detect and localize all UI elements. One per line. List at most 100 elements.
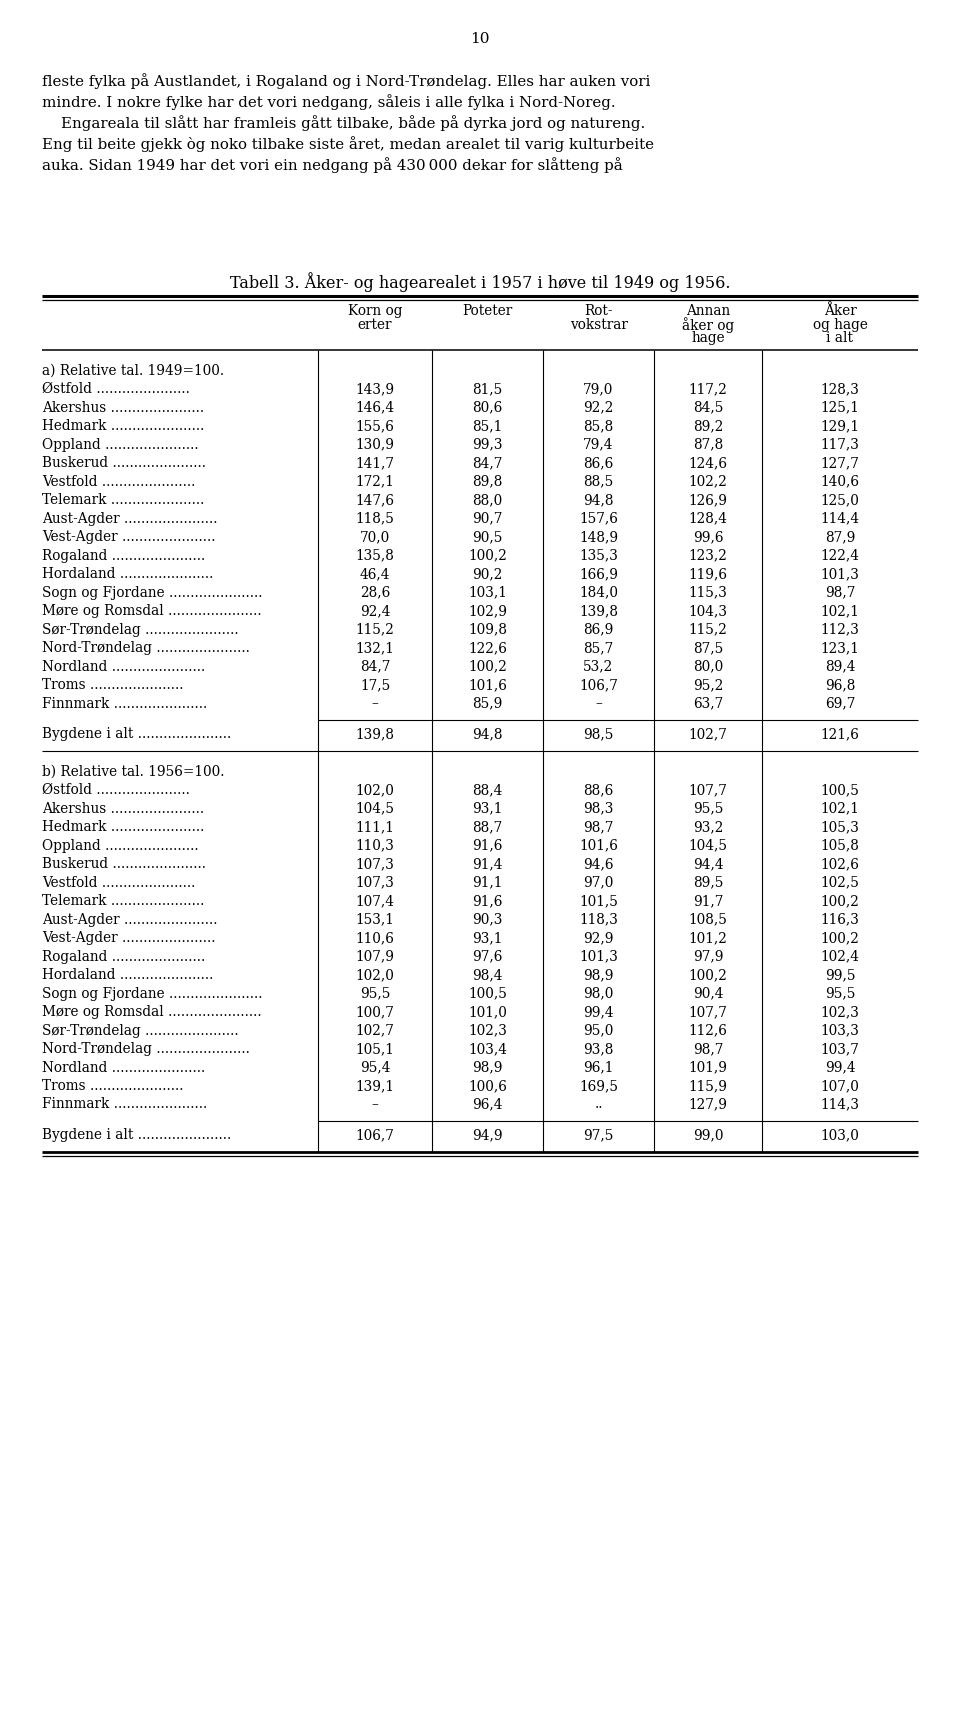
Text: 115,2: 115,2 xyxy=(688,623,728,636)
Text: 101,0: 101,0 xyxy=(468,1004,507,1020)
Text: Finnmark ......................: Finnmark ...................... xyxy=(42,696,207,710)
Text: 70,0: 70,0 xyxy=(360,530,390,544)
Text: 98,4: 98,4 xyxy=(472,968,503,982)
Text: 91,7: 91,7 xyxy=(693,895,723,909)
Text: 90,5: 90,5 xyxy=(472,530,503,544)
Text: 114,4: 114,4 xyxy=(821,512,859,525)
Text: 100,5: 100,5 xyxy=(821,784,859,797)
Text: Sør-Trøndelag ......................: Sør-Trøndelag ...................... xyxy=(42,623,239,636)
Text: –: – xyxy=(372,1097,378,1112)
Text: 96,1: 96,1 xyxy=(584,1061,613,1075)
Text: Aust-Agder ......................: Aust-Agder ...................... xyxy=(42,512,218,525)
Text: 91,1: 91,1 xyxy=(472,876,503,890)
Text: Buskerud ......................: Buskerud ...................... xyxy=(42,457,206,471)
Text: Akershus ......................: Akershus ...................... xyxy=(42,400,204,414)
Text: 106,7: 106,7 xyxy=(579,678,618,691)
Text: 101,5: 101,5 xyxy=(579,895,618,909)
Text: 69,7: 69,7 xyxy=(825,696,855,710)
Text: Sogn og Fjordane ......................: Sogn og Fjordane ...................... xyxy=(42,585,262,599)
Text: 93,2: 93,2 xyxy=(693,820,723,833)
Text: 132,1: 132,1 xyxy=(355,642,395,655)
Text: 98,5: 98,5 xyxy=(584,727,613,741)
Text: Telemark ......................: Telemark ...................... xyxy=(42,895,204,909)
Text: 90,4: 90,4 xyxy=(693,987,723,1001)
Text: 95,5: 95,5 xyxy=(825,987,855,1001)
Text: 122,4: 122,4 xyxy=(821,549,859,563)
Text: Vestfold ......................: Vestfold ...................... xyxy=(42,876,196,890)
Text: 107,3: 107,3 xyxy=(355,857,395,871)
Text: 90,3: 90,3 xyxy=(472,912,503,926)
Text: 141,7: 141,7 xyxy=(355,457,395,471)
Text: 81,5: 81,5 xyxy=(472,382,503,395)
Text: 169,5: 169,5 xyxy=(579,1080,618,1093)
Text: Møre og Romsdal ......................: Møre og Romsdal ...................... xyxy=(42,1004,262,1020)
Text: 118,5: 118,5 xyxy=(355,512,395,525)
Text: vokstrar: vokstrar xyxy=(569,318,628,332)
Text: Finnmark ......................: Finnmark ...................... xyxy=(42,1097,207,1112)
Text: Rot-: Rot- xyxy=(585,305,612,318)
Text: Rogaland ......................: Rogaland ...................... xyxy=(42,950,205,963)
Text: 102,3: 102,3 xyxy=(821,1004,859,1020)
Text: 108,5: 108,5 xyxy=(688,912,728,926)
Text: 88,4: 88,4 xyxy=(472,784,503,797)
Text: hage: hage xyxy=(691,330,725,346)
Text: 146,4: 146,4 xyxy=(355,400,395,414)
Text: 102,2: 102,2 xyxy=(688,474,728,489)
Text: 121,6: 121,6 xyxy=(821,727,859,741)
Text: 102,1: 102,1 xyxy=(821,801,859,816)
Text: 86,9: 86,9 xyxy=(584,623,613,636)
Text: 139,8: 139,8 xyxy=(579,604,618,618)
Text: 94,6: 94,6 xyxy=(584,857,613,871)
Text: 124,6: 124,6 xyxy=(688,457,728,471)
Text: Bygdene i alt ......................: Bygdene i alt ...................... xyxy=(42,1128,231,1141)
Text: 114,3: 114,3 xyxy=(821,1097,859,1112)
Text: 103,0: 103,0 xyxy=(821,1128,859,1141)
Text: Telemark ......................: Telemark ...................... xyxy=(42,493,204,506)
Text: 166,9: 166,9 xyxy=(579,566,618,582)
Text: 112,3: 112,3 xyxy=(821,623,859,636)
Text: 127,7: 127,7 xyxy=(821,457,859,471)
Text: 128,4: 128,4 xyxy=(688,512,728,525)
Text: 107,7: 107,7 xyxy=(688,784,728,797)
Text: 105,8: 105,8 xyxy=(821,838,859,852)
Text: 63,7: 63,7 xyxy=(693,696,723,710)
Text: 94,8: 94,8 xyxy=(584,493,613,506)
Text: 125,1: 125,1 xyxy=(821,400,859,414)
Text: 99,5: 99,5 xyxy=(825,968,855,982)
Text: 102,7: 102,7 xyxy=(688,727,728,741)
Text: 80,6: 80,6 xyxy=(472,400,503,414)
Text: 88,7: 88,7 xyxy=(472,820,503,833)
Text: Akershus ......................: Akershus ...................... xyxy=(42,801,204,816)
Text: 103,1: 103,1 xyxy=(468,585,507,599)
Text: 104,3: 104,3 xyxy=(688,604,728,618)
Text: 99,4: 99,4 xyxy=(825,1061,855,1075)
Text: Sogn og Fjordane ......................: Sogn og Fjordane ...................... xyxy=(42,987,262,1001)
Text: 102,4: 102,4 xyxy=(821,950,859,963)
Text: 100,6: 100,6 xyxy=(468,1080,507,1093)
Text: 87,5: 87,5 xyxy=(693,642,723,655)
Text: 127,9: 127,9 xyxy=(688,1097,728,1112)
Text: 122,6: 122,6 xyxy=(468,642,507,655)
Text: 95,5: 95,5 xyxy=(693,801,723,816)
Text: 105,1: 105,1 xyxy=(355,1042,395,1056)
Text: 10: 10 xyxy=(470,33,490,46)
Text: 93,1: 93,1 xyxy=(472,801,503,816)
Text: 79,0: 79,0 xyxy=(584,382,613,395)
Text: 84,5: 84,5 xyxy=(693,400,723,414)
Text: Hedmark ......................: Hedmark ...................... xyxy=(42,419,204,433)
Text: 90,7: 90,7 xyxy=(472,512,503,525)
Text: 101,9: 101,9 xyxy=(688,1061,728,1075)
Text: 94,9: 94,9 xyxy=(472,1128,503,1141)
Text: Vest-Agder ......................: Vest-Agder ...................... xyxy=(42,931,215,944)
Text: 96,8: 96,8 xyxy=(825,678,855,691)
Text: 101,3: 101,3 xyxy=(821,566,859,582)
Text: 98,7: 98,7 xyxy=(584,820,613,833)
Text: 95,5: 95,5 xyxy=(360,987,390,1001)
Text: Poteter: Poteter xyxy=(463,305,513,318)
Text: Troms ......................: Troms ...................... xyxy=(42,678,183,691)
Text: 98,0: 98,0 xyxy=(584,987,613,1001)
Text: 102,3: 102,3 xyxy=(468,1023,507,1037)
Text: 97,5: 97,5 xyxy=(584,1128,613,1141)
Text: 46,4: 46,4 xyxy=(360,566,391,582)
Text: 101,6: 101,6 xyxy=(579,838,618,852)
